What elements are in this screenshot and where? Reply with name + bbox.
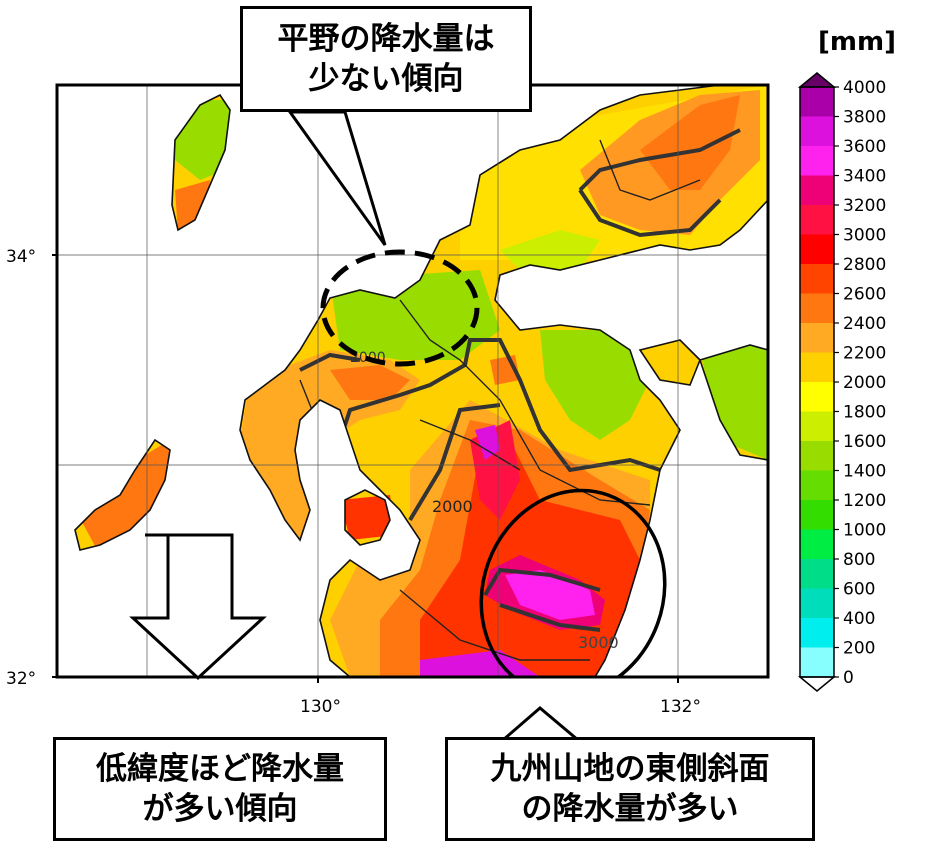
colorbar-label: 400 — [843, 609, 875, 629]
colorbar-band — [800, 146, 834, 176]
contour-label: 3000 — [578, 633, 619, 652]
callout-east-slope: 九州山地の東側斜面 の降水量が多い — [445, 737, 815, 841]
callout-east-slope-line1: 九州山地の東側斜面 — [490, 751, 770, 787]
colorbar-label: 600 — [843, 580, 875, 600]
colorbar-label: 2400 — [843, 314, 886, 334]
bottom-right-callout-pointer — [498, 706, 583, 742]
axis-ticks — [52, 254, 679, 683]
colorbar-band — [800, 411, 834, 442]
colorbar-band — [800, 647, 834, 678]
callout-plain-line2: 少ない傾向 — [308, 61, 464, 97]
down-arrow — [129, 533, 267, 681]
lon-label-132: 132° — [660, 697, 701, 717]
colorbar-band — [800, 87, 834, 117]
top-callout-pointer — [287, 110, 387, 246]
colorbar-label: 1400 — [843, 462, 886, 482]
colorbar-label: 3400 — [843, 167, 886, 187]
colorbar-bottom-arrow — [797, 676, 837, 692]
colorbar-label: 2600 — [843, 285, 886, 305]
graticule — [57, 85, 768, 677]
colorbar-band — [800, 382, 834, 412]
colorbar-band — [800, 618, 834, 648]
colorbar-band — [800, 175, 834, 206]
colorbar-label: 4000 — [843, 78, 886, 98]
colorbar-label: 800 — [843, 550, 875, 570]
lat-label-32: 32° — [6, 669, 36, 689]
colorbar-band — [800, 441, 834, 471]
slope-highlight-ellipse — [479, 488, 667, 677]
callout-latitude-line1: 低緯度ほど降水量 — [96, 751, 344, 787]
colorbar-label: 2200 — [843, 344, 886, 364]
lon-label-130: 130° — [300, 697, 341, 717]
colorbar-band — [800, 234, 834, 265]
colorbar: 4000380036003400320030002800260024002200… — [797, 72, 886, 692]
colorbar-band — [800, 588, 834, 619]
map-area: 2000 2000 3000 — [57, 85, 768, 677]
colorbar-band — [800, 470, 834, 501]
callout-latitude: 低緯度ほど降水量 が多い傾向 — [53, 737, 387, 841]
colorbar-band — [800, 116, 834, 147]
colorbar-band — [800, 559, 834, 589]
colorbar-band — [800, 264, 834, 294]
callout-east-slope-line2: の降水量が多い — [521, 791, 739, 827]
colorbar-label: 3000 — [843, 226, 886, 246]
callout-latitude-line2: が多い傾向 — [142, 791, 298, 827]
callout-plain: 平野の降水量は 少ない傾向 — [240, 6, 532, 112]
colorbar-top-arrow — [797, 72, 837, 88]
colorbar-label: 2000 — [843, 373, 886, 393]
contour-label: 2000 — [432, 497, 473, 516]
colorbar-band — [800, 500, 834, 530]
colorbar-label: 200 — [843, 639, 875, 659]
colorbar-label: 2800 — [843, 255, 886, 275]
colorbar-label: 3200 — [843, 196, 886, 216]
colorbar-label: 0 — [843, 668, 854, 688]
callout-plain-line1: 平野の降水量は — [277, 21, 495, 57]
colorbar-label: 1600 — [843, 432, 886, 452]
colorbar-band — [800, 293, 834, 324]
colorbar-band — [800, 205, 834, 235]
colorbar-label: 1800 — [843, 403, 886, 423]
colorbar-band — [800, 529, 834, 560]
colorbar-band — [800, 352, 834, 383]
lat-label-34: 34° — [6, 247, 36, 267]
colorbar-band — [800, 323, 834, 353]
colorbar-label: 1200 — [843, 491, 886, 511]
plain-highlight-ellipse — [320, 249, 480, 367]
unit-label: [mm] — [818, 27, 896, 57]
colorbar-label: 3600 — [843, 137, 886, 157]
colorbar-label: 1000 — [843, 521, 886, 541]
colorbar-label: 3800 — [843, 108, 886, 128]
